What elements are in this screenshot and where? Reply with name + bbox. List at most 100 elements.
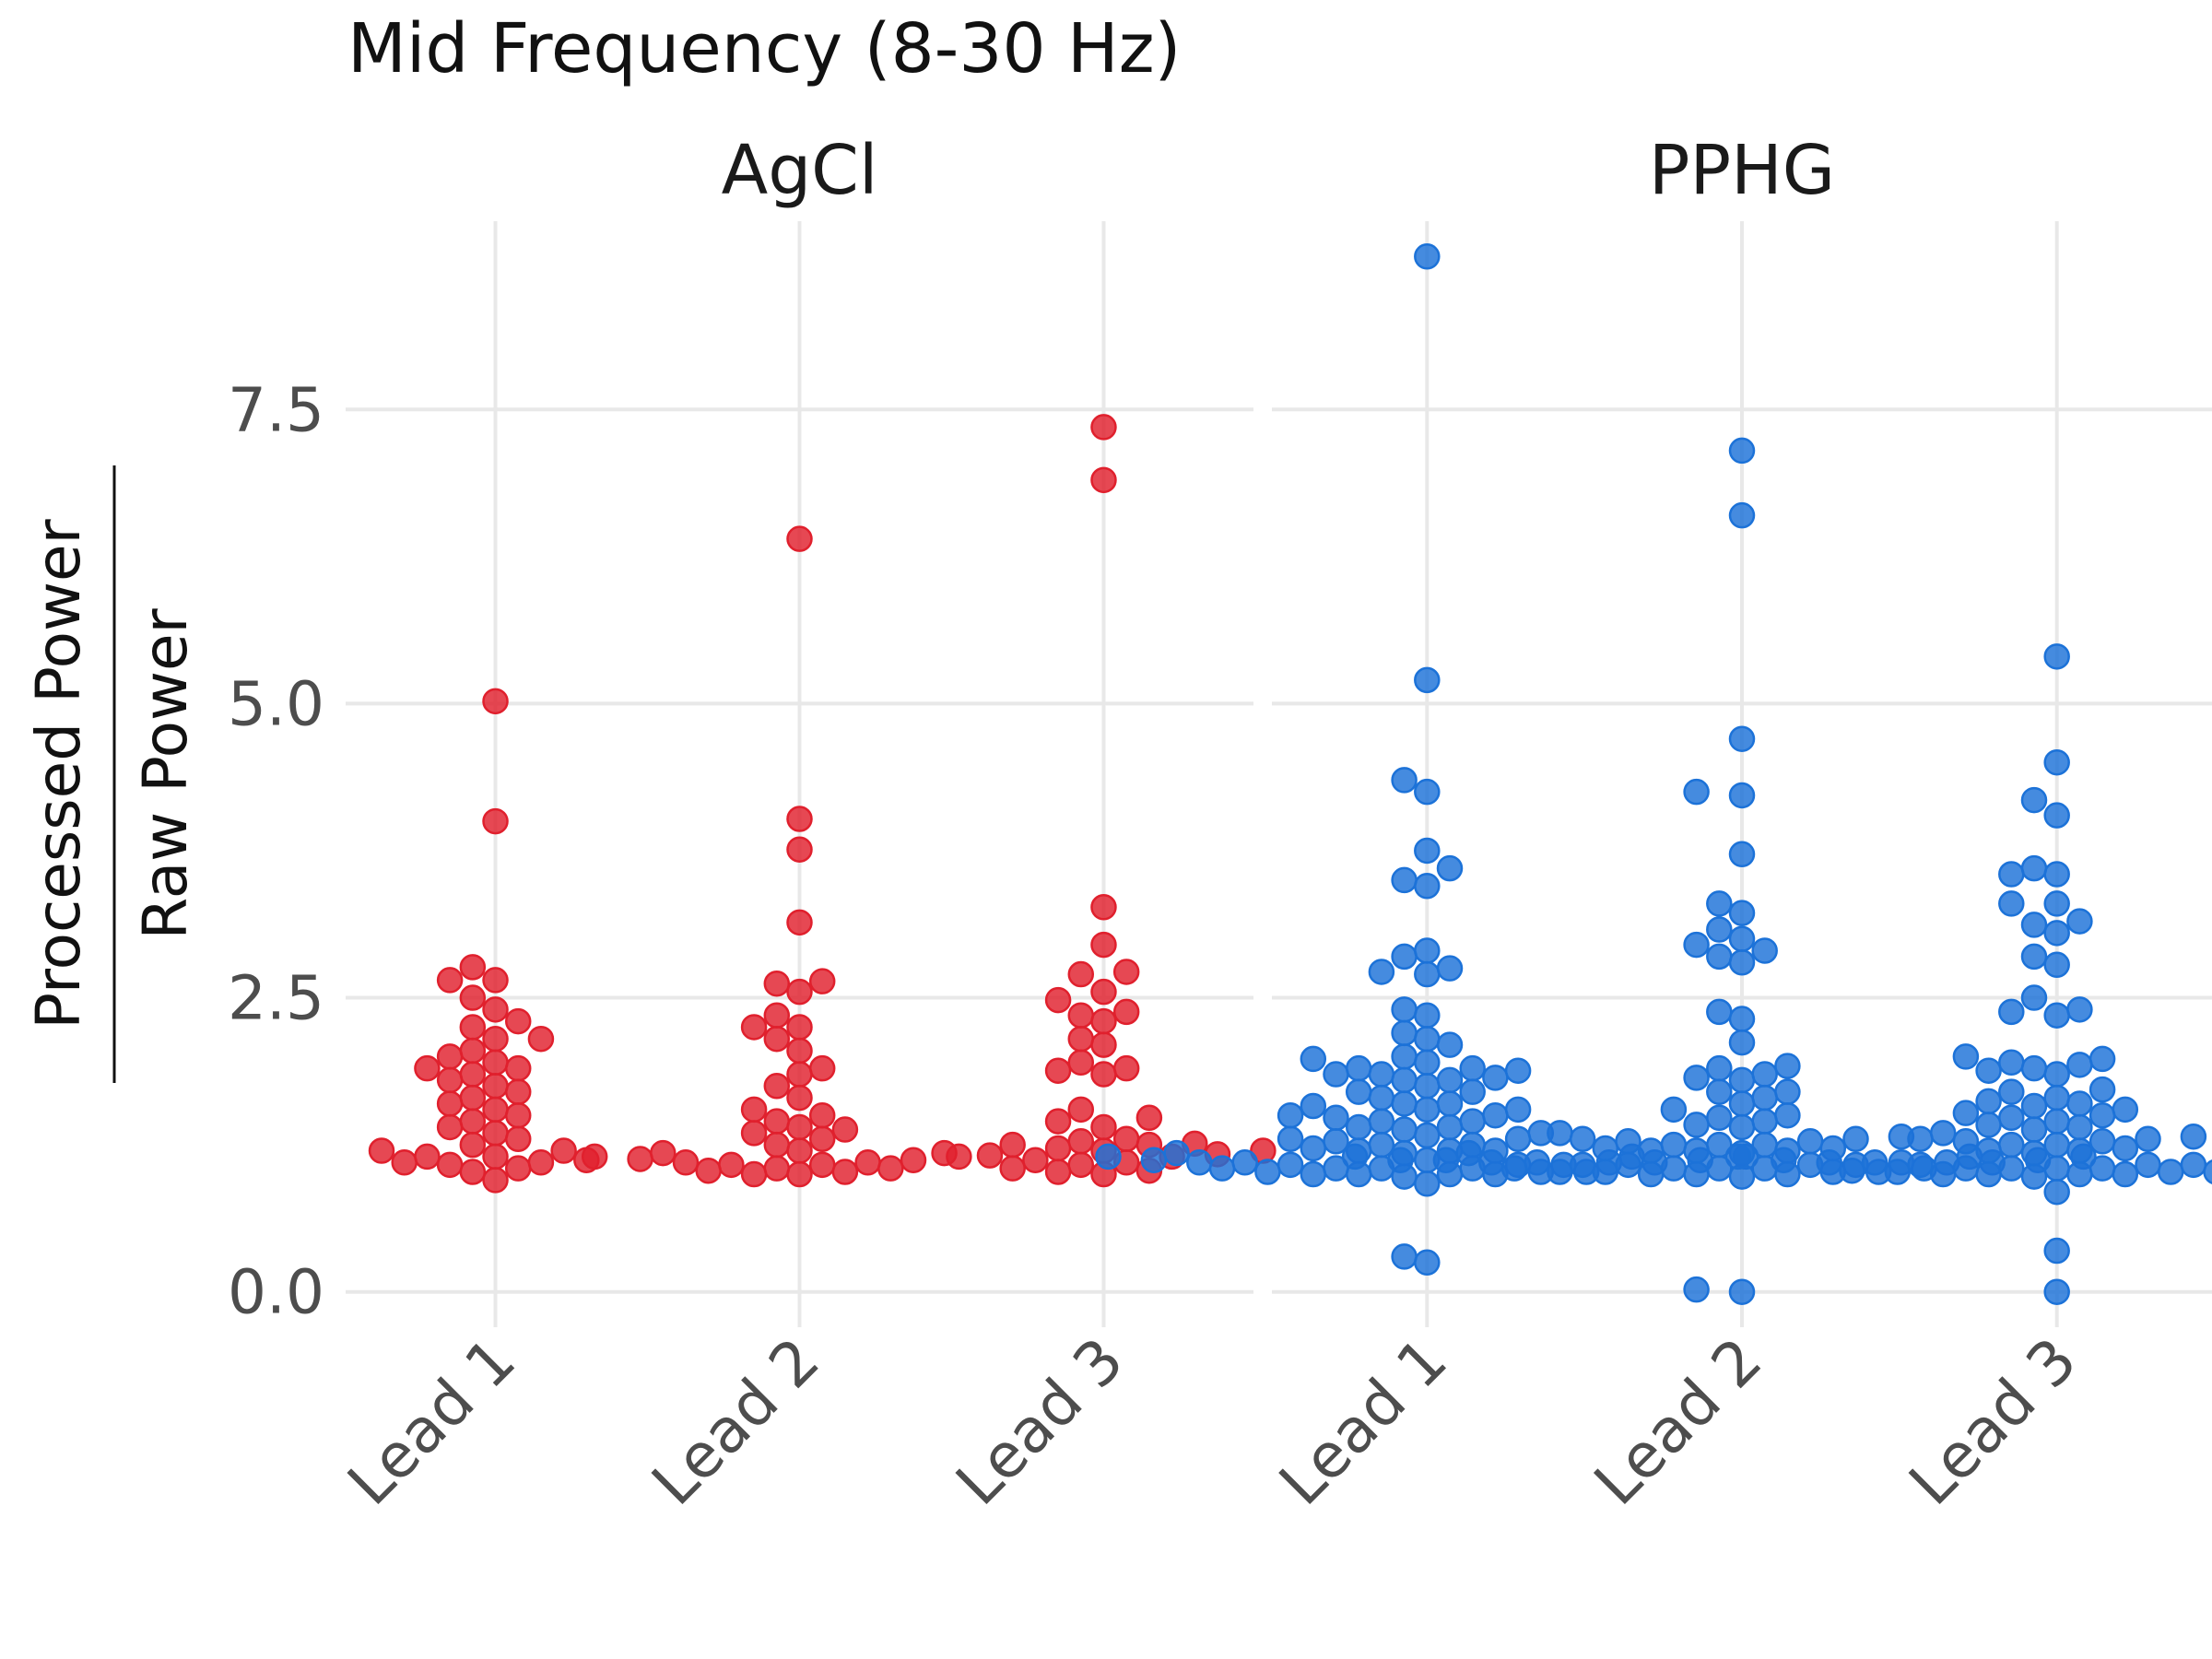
data-point-pphg-lead-3 xyxy=(2043,1278,2070,1305)
data-point-pphg-lead-3 xyxy=(2180,1151,2207,1179)
data-point-agcl-lead-3 xyxy=(1067,1002,1095,1029)
data-point-agcl-lead-1 xyxy=(482,996,509,1023)
data-point-agcl-lead-2 xyxy=(786,978,813,1006)
data-point-pphg-lead-1 xyxy=(1414,1096,1441,1124)
data-point-agcl-lead-1 xyxy=(504,1155,532,1182)
data-point-pphg-lead-1 xyxy=(1208,1155,1236,1182)
data-point-pphg-lead-2 xyxy=(1728,782,1756,809)
data-point-pphg-lead-3 xyxy=(2157,1159,2184,1185)
data-point-agcl-lead-2 xyxy=(763,1108,791,1135)
data-point-agcl-lead-3 xyxy=(1090,466,1117,494)
data-point-agcl-lead-2 xyxy=(763,1131,791,1159)
data-point-pphg-lead-1 xyxy=(1414,243,1441,270)
data-point-pphg-lead-3 xyxy=(1952,1100,1980,1126)
data-point-pphg-lead-3 xyxy=(2020,1116,2048,1143)
data-point-pphg-lead-1 xyxy=(1391,1090,1418,1117)
data-point-agcl-lead-3 xyxy=(1067,1128,1095,1155)
data-point-pphg-lead-1 xyxy=(1391,866,1418,894)
data-point-agcl-lead-1 xyxy=(459,1131,487,1159)
data-point-pphg-lead-2 xyxy=(1683,1276,1710,1303)
data-point-pphg-lead-1 xyxy=(1254,1159,1281,1185)
data-point-pphg-lead-3 xyxy=(2043,1131,2070,1159)
data-point-pphg-lead-1 xyxy=(1414,1171,1441,1197)
data-point-pphg-lead-3 xyxy=(1998,1131,2025,1159)
data-point-pphg-lead-1 xyxy=(1414,960,1441,988)
x-tick-label-agcl-lead-3: Lead 3 xyxy=(943,1324,1137,1519)
data-point-pphg-lead-1 xyxy=(1391,767,1418,794)
data-point-agcl-lead-1 xyxy=(391,1149,418,1176)
data-point-pphg-lead-2 xyxy=(1592,1135,1619,1162)
data-point-agcl-lead-1 xyxy=(436,1066,464,1094)
data-point-pphg-lead-1 xyxy=(1300,1092,1327,1120)
data-point-pphg-lead-2 xyxy=(1751,1084,1778,1112)
data-point-pphg-lead-3 xyxy=(2088,1128,2116,1155)
data-point-pphg-lead-1 xyxy=(1231,1149,1258,1176)
data-point-agcl-lead-3 xyxy=(1067,1025,1095,1053)
data-point-pphg-lead-1 xyxy=(1436,955,1464,982)
data-point-agcl-lead-2 xyxy=(786,1084,813,1112)
data-point-agcl-lead-2 xyxy=(740,1120,768,1147)
data-point-pphg-lead-3 xyxy=(1839,1157,1865,1184)
data-point-agcl-lead-2 xyxy=(718,1151,745,1179)
data-point-agcl-lead-3 xyxy=(1112,998,1140,1026)
data-point-pphg-lead-3 xyxy=(1998,1155,2025,1182)
data-point-pphg-lead-3 xyxy=(2020,1139,2048,1167)
data-point-agcl-lead-2 xyxy=(650,1139,677,1167)
data-point-agcl-lead-1 xyxy=(482,967,509,994)
data-point-pphg-lead-3 xyxy=(2088,1045,2116,1073)
data-point-pphg-lead-3 xyxy=(2020,1163,2048,1190)
data-point-pphg-lead-2 xyxy=(1683,1112,1710,1138)
data-point-agcl-lead-1 xyxy=(482,1073,509,1100)
data-point-agcl-lead-2 xyxy=(786,1014,813,1041)
data-point-pphg-lead-3 xyxy=(1929,1160,1957,1188)
data-point-agcl-lead-3 xyxy=(1112,959,1140,985)
data-point-pphg-lead-2 xyxy=(1774,1078,1801,1105)
data-point-pphg-lead-1 xyxy=(1186,1149,1213,1176)
panel-pphg: PPHG Lead 1 Lead 2 Lead 3 xyxy=(1095,131,2212,1519)
data-point-pphg-lead-2 xyxy=(1547,1120,1573,1147)
data-point-pphg-lead-1 xyxy=(1368,1084,1395,1112)
data-point-agcl-lead-2 xyxy=(808,968,836,994)
data-point-pphg-lead-2 xyxy=(1615,1128,1641,1155)
data-point-pphg-lead-3 xyxy=(2088,1076,2116,1103)
data-point-pphg-lead-3 xyxy=(2135,1125,2161,1152)
data-point-agcl-lead-2 xyxy=(740,1096,768,1124)
data-point-agcl-lead-1 xyxy=(436,1090,464,1117)
data-point-agcl-lead-2 xyxy=(854,1149,881,1176)
data-point-agcl-lead-1 xyxy=(504,1054,532,1082)
data-point-pphg-lead-3 xyxy=(2020,786,2048,814)
data-point-agcl-lead-3 xyxy=(976,1142,1004,1169)
data-point-pphg-lead-3 xyxy=(2066,1113,2093,1141)
data-point-pphg-lead-2 xyxy=(1706,1104,1733,1132)
data-point-agcl-lead-1 xyxy=(527,1149,555,1176)
data-point-pphg-lead-3 xyxy=(1975,1088,2002,1115)
data-point-pphg-lead-1 xyxy=(1436,1113,1464,1141)
data-point-pphg-lead-3 xyxy=(2043,1178,2070,1206)
data-point-pphg-lead-3 xyxy=(1975,1057,2002,1084)
data-point-agcl-lead-2 xyxy=(808,1054,836,1082)
y-axis-label: Processed Power Raw Power xyxy=(23,465,201,1083)
x-tick-label-pphg-lead-3: Lead 3 xyxy=(1896,1324,2090,1519)
data-point-pphg-lead-1 xyxy=(1414,1249,1441,1277)
data-point-pphg-lead-2 xyxy=(1774,1101,1801,1129)
data-point-pphg-lead-2 xyxy=(1660,1155,1688,1182)
data-point-pphg-lead-3 xyxy=(2043,1061,2070,1088)
data-point-agcl-lead-2 xyxy=(786,806,813,832)
data-point-pphg-lead-3 xyxy=(2043,920,2070,947)
data-point-pphg-lead-1 xyxy=(1414,666,1441,694)
data-point-agcl-lead-1 xyxy=(459,1084,487,1112)
data-point-pphg-lead-2 xyxy=(1706,890,1733,917)
data-point-pphg-lead-3 xyxy=(2066,908,2093,935)
data-point-pphg-lead-3 xyxy=(1816,1149,1842,1176)
data-point-pphg-lead-2 xyxy=(1842,1125,1869,1152)
data-point-pphg-lead-2 xyxy=(1683,1160,1710,1188)
data-point-agcl-lead-3 xyxy=(1067,1049,1095,1077)
data-point-pphg-lead-3 xyxy=(1952,1043,1980,1070)
data-point-pphg-lead-2 xyxy=(1706,1131,1733,1159)
data-point-agcl-lead-3 xyxy=(1044,1057,1072,1084)
panel-label-agcl: AgCl xyxy=(722,131,878,210)
data-point-pphg-lead-2 xyxy=(1728,949,1756,976)
data-point-pphg-lead-3 xyxy=(2112,1135,2139,1162)
data-point-pphg-lead-2 xyxy=(1751,1061,1778,1088)
data-point-pphg-lead-1 xyxy=(1368,1061,1395,1088)
